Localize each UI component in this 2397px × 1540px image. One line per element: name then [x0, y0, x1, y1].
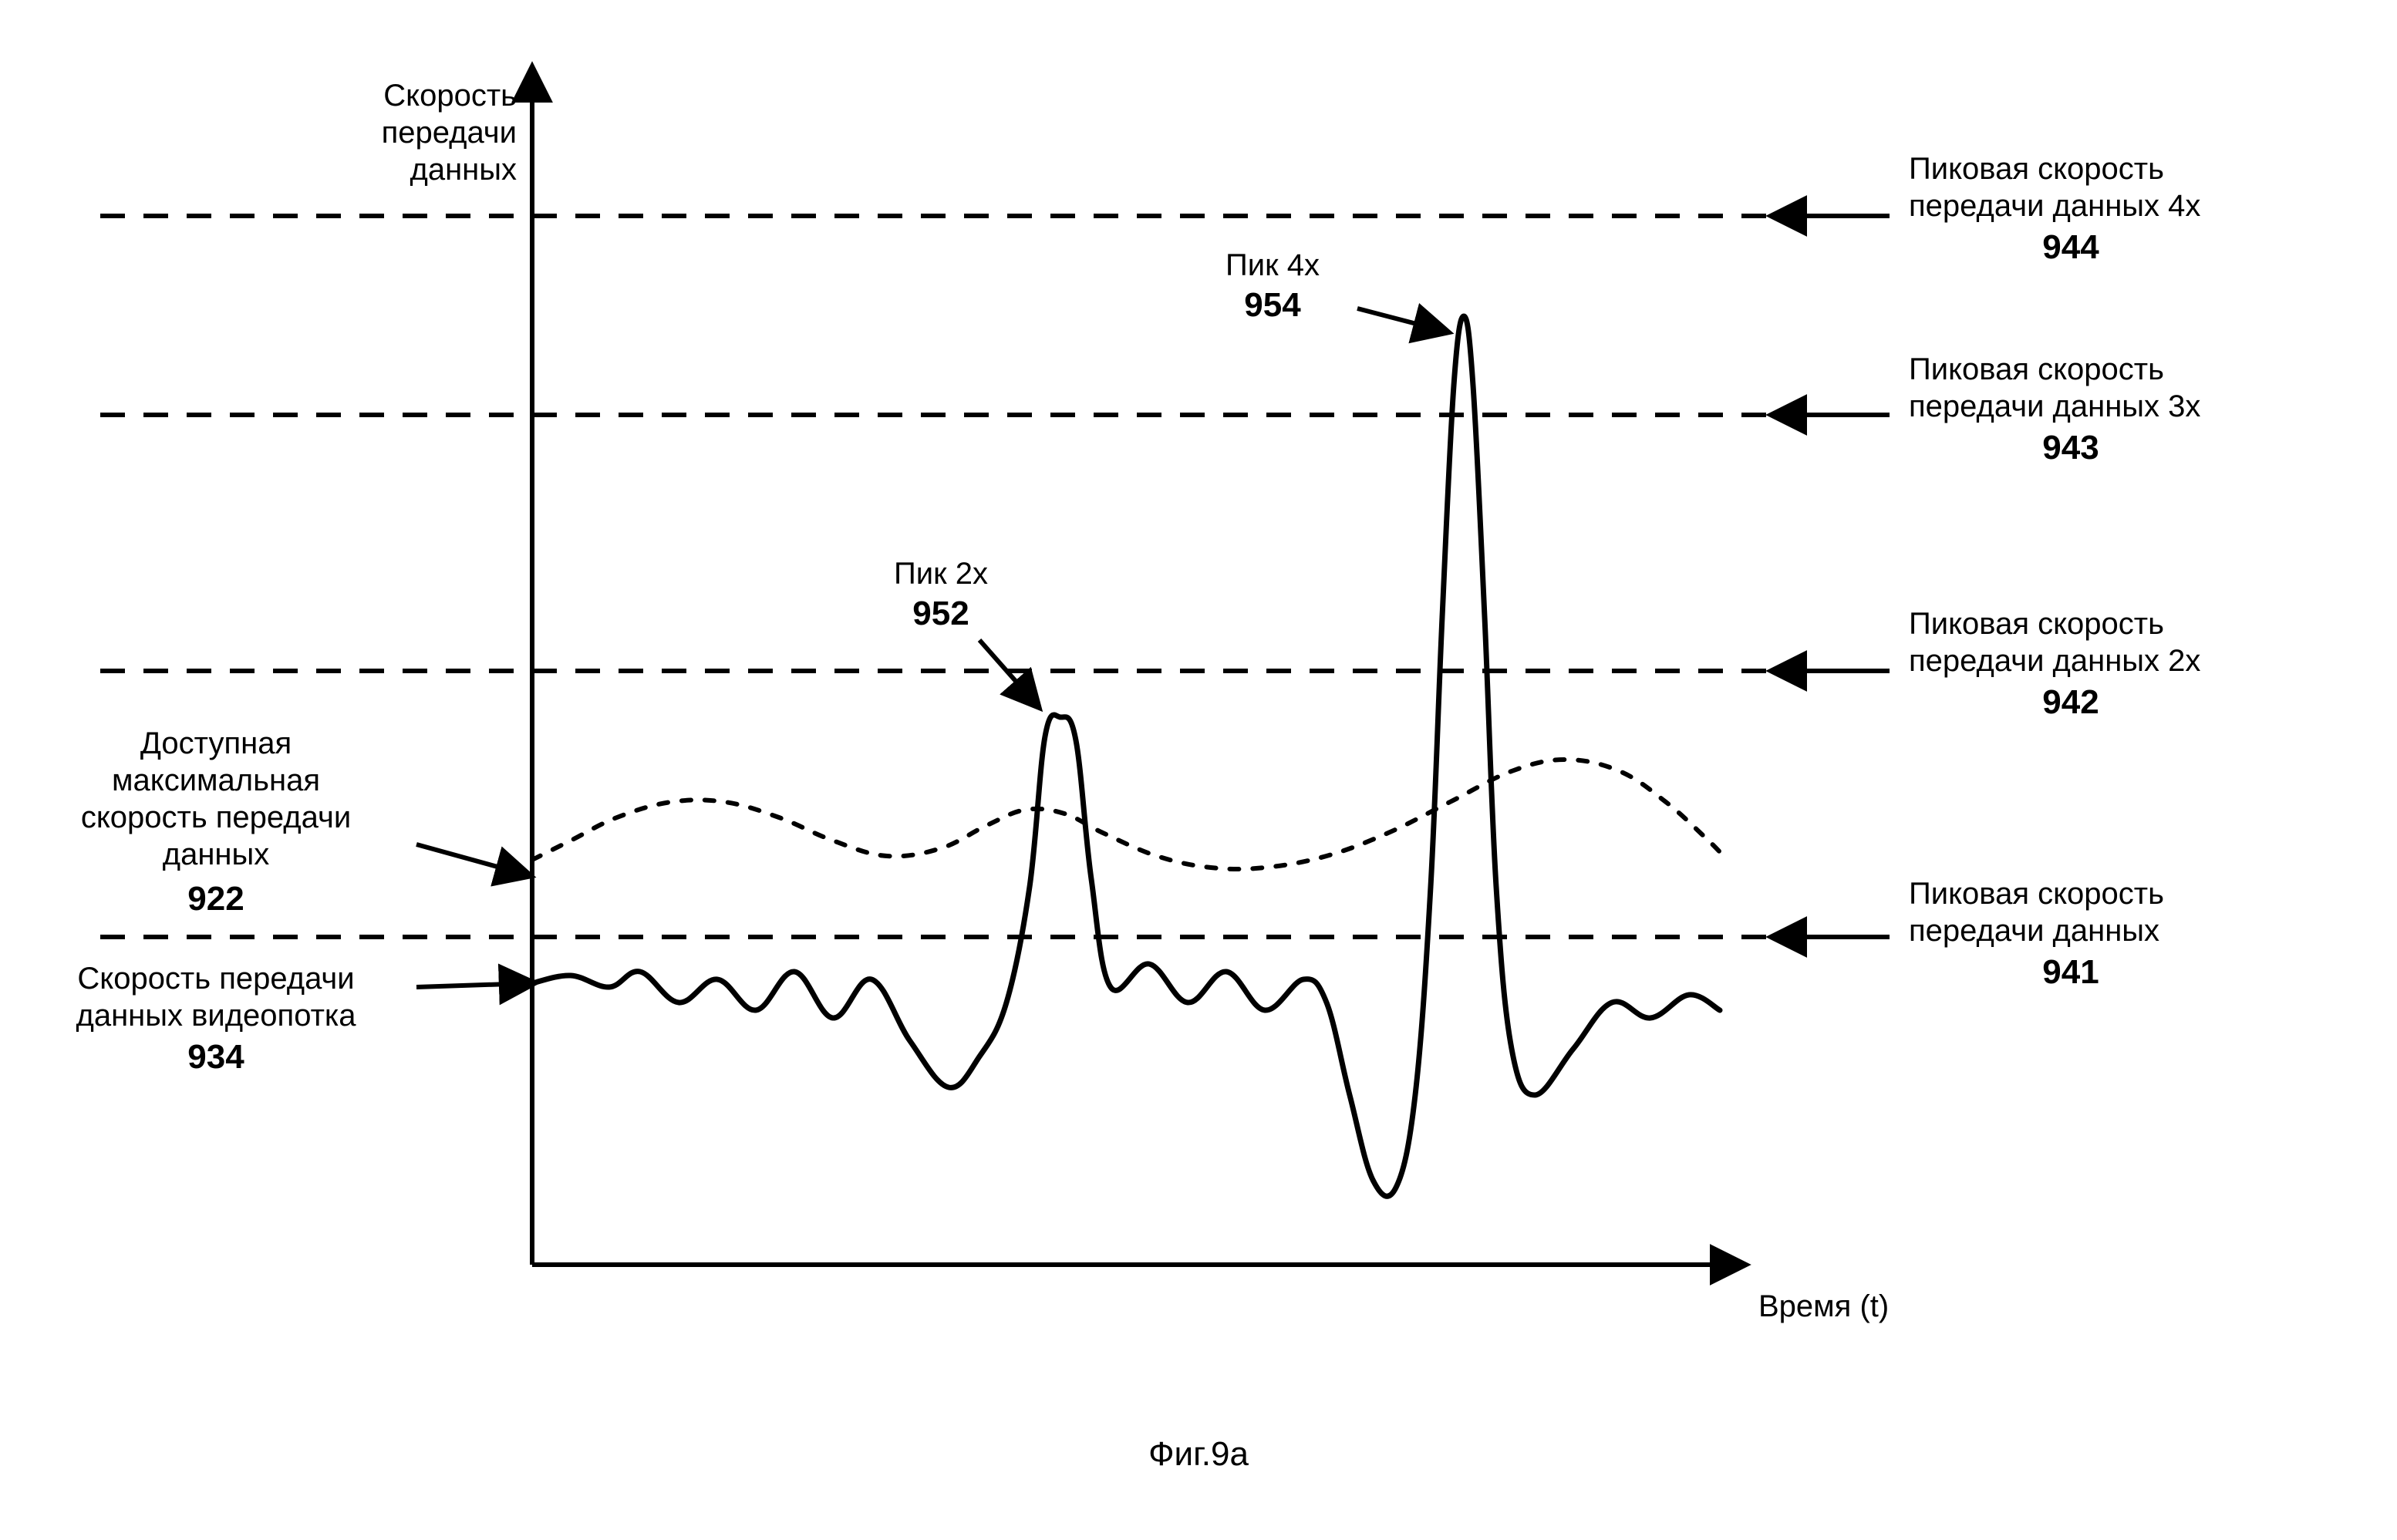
- chart-svg: [0, 0, 2397, 1540]
- figure-container: Скорость передачи данных Доступная макси…: [0, 0, 2397, 1540]
